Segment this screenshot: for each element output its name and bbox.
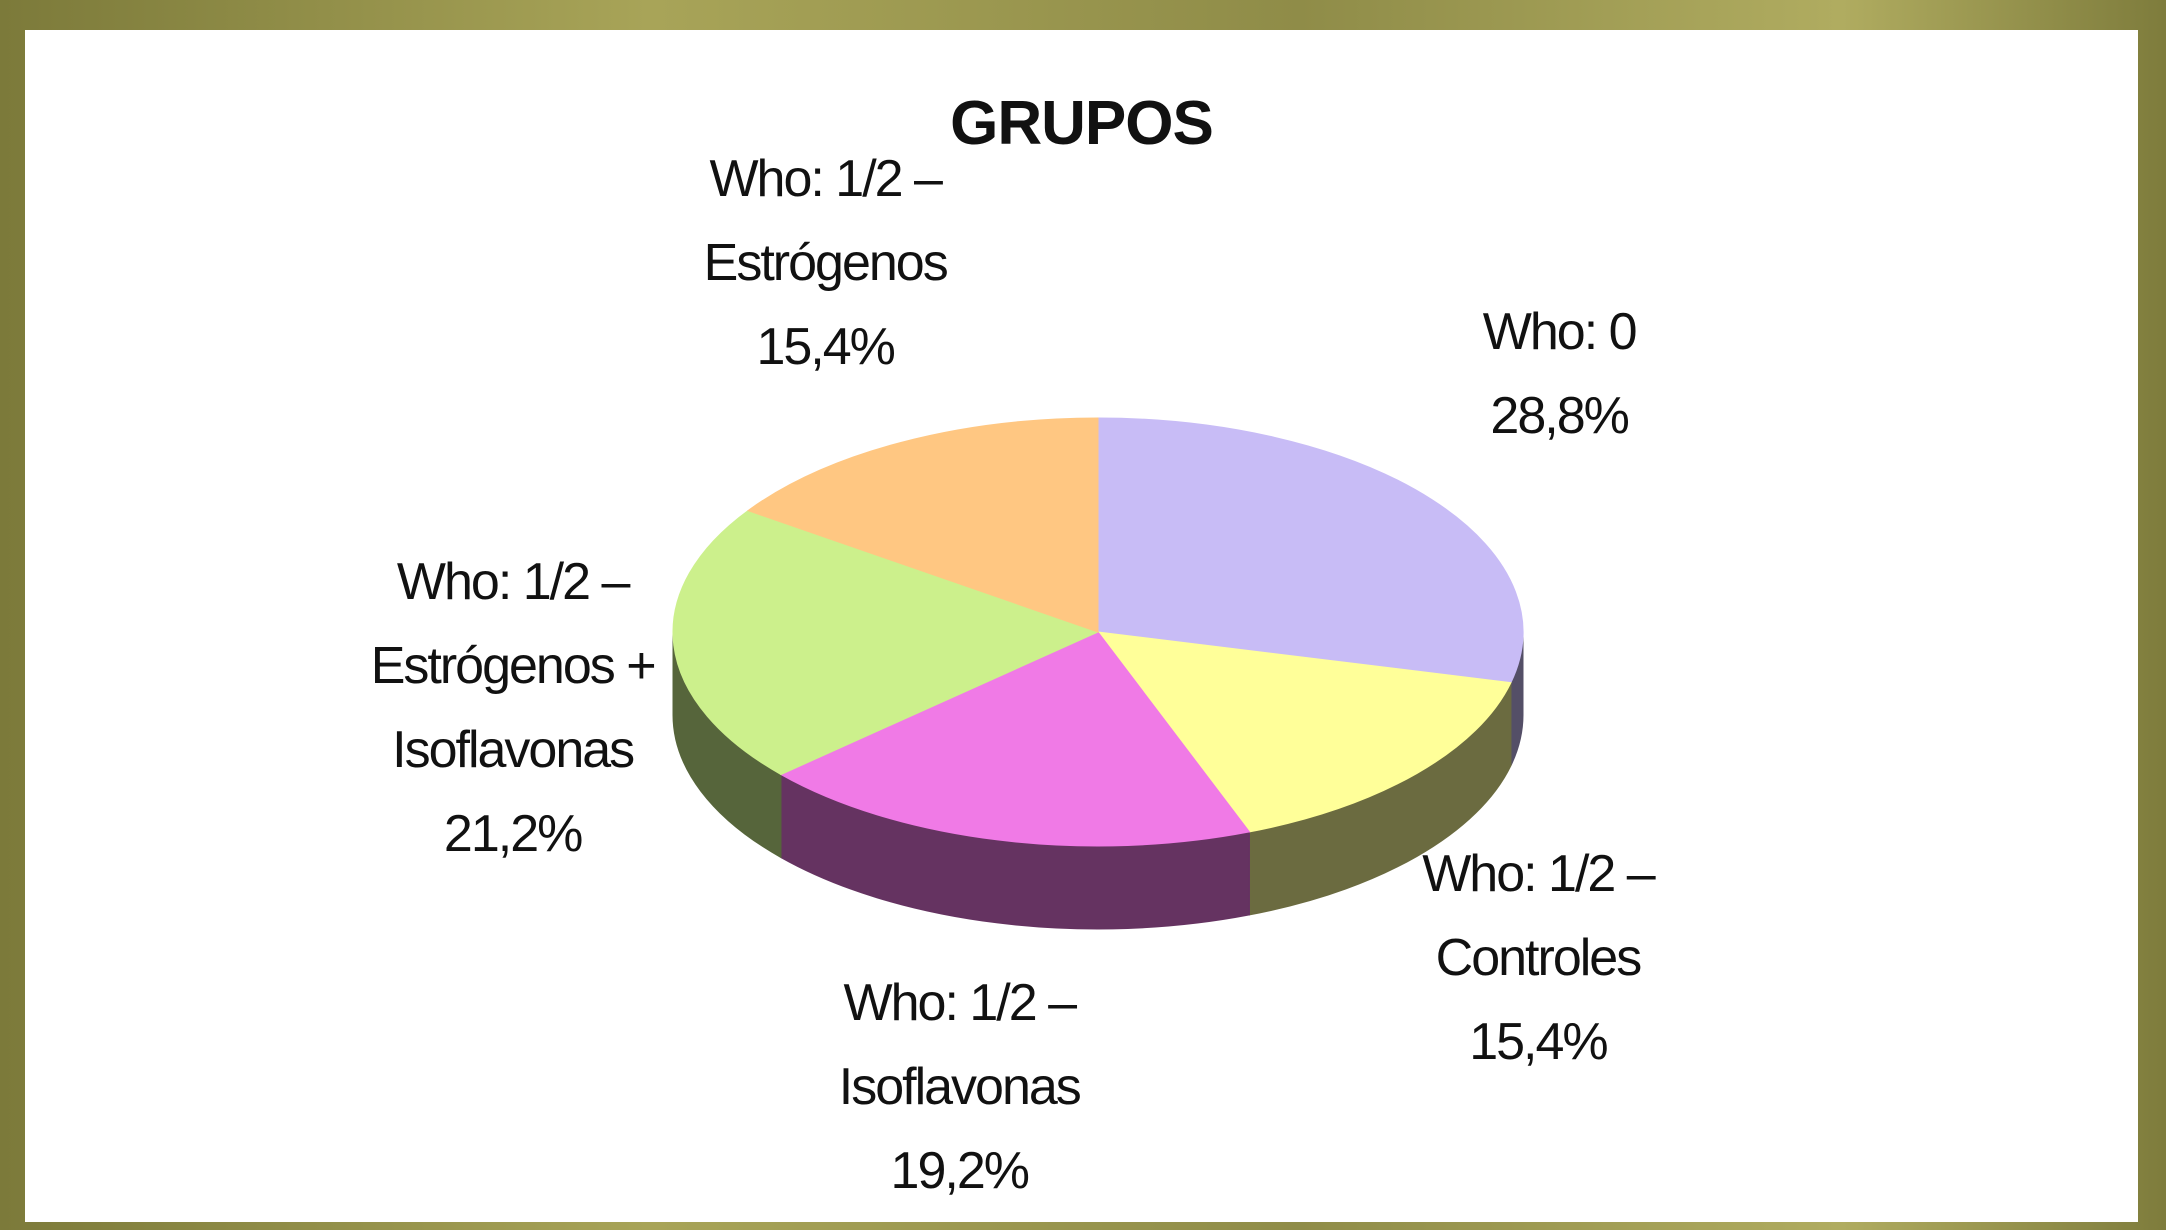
page: GRUPOS Who: 028,8%Who: 1/2 – Controles15… bbox=[0, 0, 2166, 1230]
value-label: 19,2% bbox=[769, 1129, 1149, 1213]
category-label: Who: 1/2 – Controles bbox=[1348, 832, 1728, 1000]
value-label: 21,2% bbox=[323, 792, 703, 876]
category-label: Who: 1/2 – Isoflavonas bbox=[769, 961, 1149, 1129]
category-label: Who: 0 bbox=[1369, 290, 1749, 374]
category-label: Who: 1/2 – Estrógenos bbox=[635, 137, 1015, 305]
value-label: 15,4% bbox=[635, 305, 1015, 389]
value-label: 15,4% bbox=[1348, 1000, 1728, 1084]
category-label: Who: 1/2 – Estrógenos + Isoflavonas bbox=[323, 540, 703, 792]
value-label: 28,8% bbox=[1369, 374, 1749, 458]
